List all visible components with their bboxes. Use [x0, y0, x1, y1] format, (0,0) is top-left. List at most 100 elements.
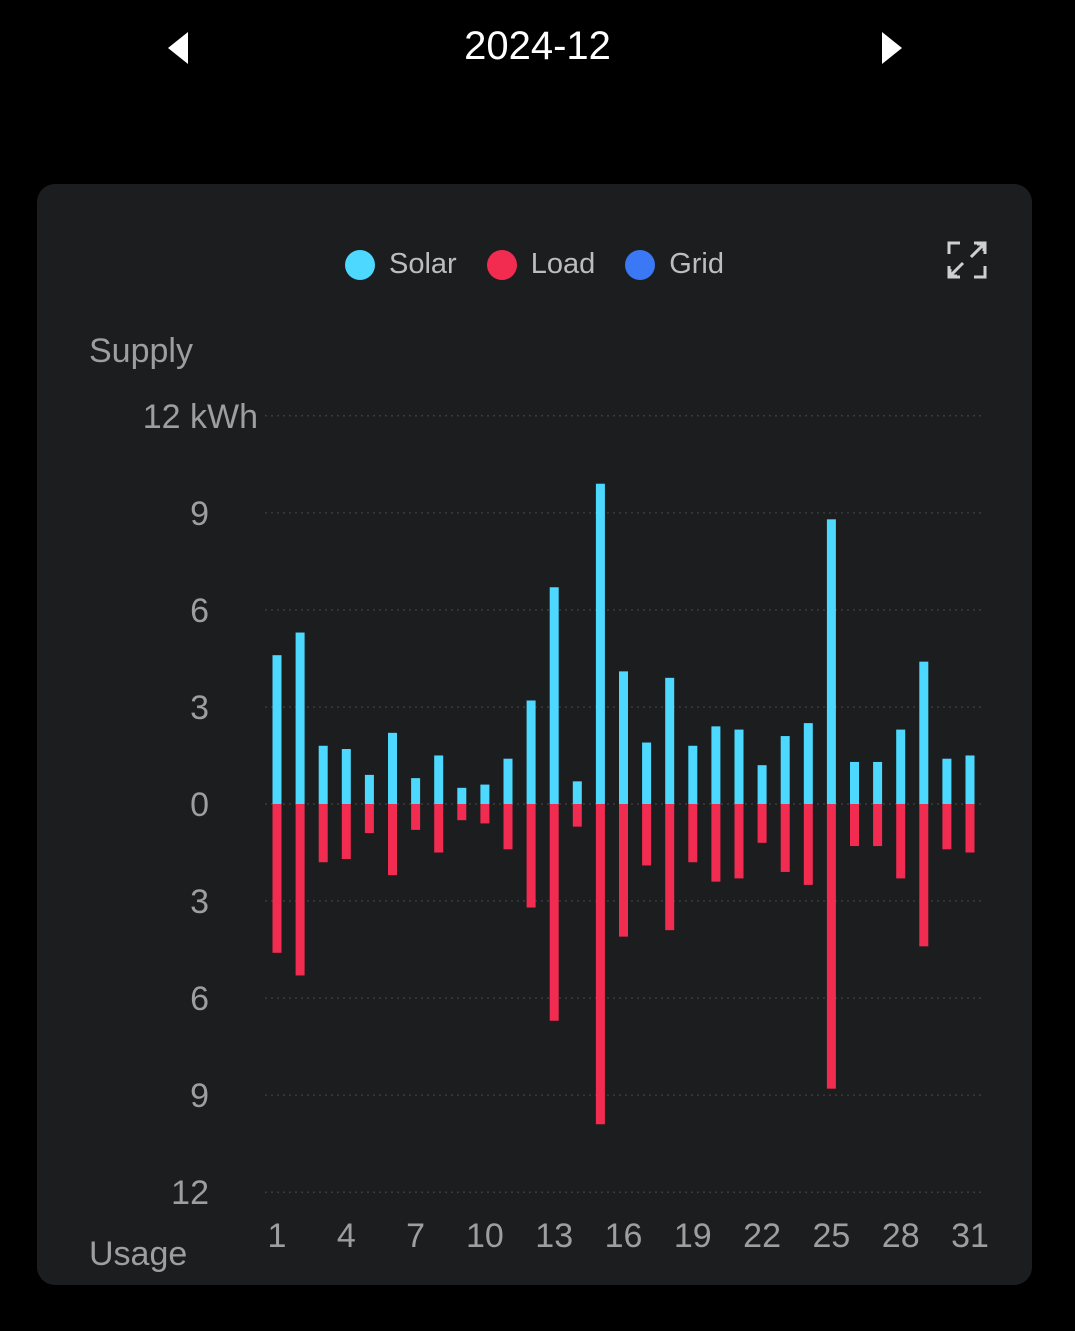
bar-solar — [896, 729, 906, 804]
y-tick-label: 0 — [190, 786, 209, 824]
y-tick-label: 12 kWh — [143, 398, 258, 436]
bar-load — [896, 804, 906, 879]
bar-load — [434, 804, 444, 853]
bar-load — [803, 804, 813, 885]
bar-load — [826, 804, 836, 1089]
triangle-right-icon — [882, 32, 902, 64]
bar-load — [388, 804, 397, 876]
bar-solar — [480, 784, 490, 804]
load-dot — [486, 249, 517, 280]
bar-load — [572, 804, 582, 827]
x-tick-label: 22 — [743, 1217, 781, 1255]
bar-load — [873, 804, 883, 847]
bar-load — [734, 804, 744, 879]
bar-load — [272, 804, 282, 953]
x-tick-label: 31 — [951, 1217, 989, 1255]
x-tick-label: 19 — [674, 1217, 712, 1255]
bar-solar — [295, 632, 305, 804]
bar-solar — [526, 700, 536, 804]
bar-solar — [364, 774, 374, 804]
bar-load — [549, 804, 559, 1021]
legend-grid-label: Grid — [669, 248, 724, 280]
bar-load — [642, 804, 652, 866]
bar-solar — [272, 655, 282, 804]
bar-solar — [850, 761, 859, 804]
y-tick-label: 3 — [190, 689, 209, 727]
x-tick-label: 4 — [337, 1217, 356, 1255]
x-tick-label: 1 — [268, 1217, 287, 1255]
bar-solar — [734, 729, 744, 804]
bar-load — [318, 804, 328, 863]
bar-load — [526, 804, 536, 908]
legend-load-label: Load — [530, 248, 596, 280]
bar-solar — [457, 787, 467, 804]
bar-load — [965, 804, 975, 853]
bar-load — [411, 804, 421, 830]
bar-load — [595, 804, 605, 1125]
previous-month-button[interactable] — [164, 30, 194, 66]
grid-dot — [625, 249, 656, 280]
bar-load — [619, 804, 628, 937]
bar-solar — [826, 519, 836, 804]
y-tick-label: 3 — [190, 883, 209, 921]
bar-load — [457, 804, 467, 821]
bar-solar — [549, 587, 559, 804]
bar-load — [850, 804, 859, 847]
bar-solar — [757, 765, 767, 804]
bar-solar — [341, 749, 351, 804]
bar-solar — [503, 758, 513, 804]
bar-solar — [642, 742, 652, 804]
bar-solar — [688, 745, 698, 804]
y-tick-label: 9 — [190, 1077, 209, 1115]
usage-axis-label: Usage — [89, 1235, 188, 1273]
bar-load — [503, 804, 513, 850]
bar-solar — [318, 745, 328, 804]
bar-load — [295, 804, 305, 976]
bar-solar — [595, 483, 605, 804]
bar-solar — [919, 661, 929, 804]
bar-load — [665, 804, 675, 931]
bar-solar — [388, 732, 397, 804]
bar-load — [341, 804, 351, 859]
bar-load — [480, 804, 490, 824]
x-tick-label: 16 — [605, 1217, 643, 1255]
bar-solar — [780, 736, 790, 804]
bar-load — [711, 804, 721, 882]
legend-solar-label: Solar — [388, 248, 457, 280]
bar-load — [942, 804, 952, 850]
triangle-left-icon — [168, 32, 188, 64]
x-tick-label: 7 — [406, 1217, 425, 1255]
x-tick-label: 10 — [466, 1217, 504, 1255]
bar-solar — [942, 758, 952, 804]
bar-load — [780, 804, 790, 872]
legend-load[interactable]: Load — [486, 248, 596, 281]
bar-solar — [803, 723, 813, 804]
bar-solar — [965, 755, 975, 804]
expand-icon[interactable] — [946, 240, 988, 280]
bar-solar — [434, 755, 444, 804]
chart-legend: Solar Load Grid — [0, 248, 1072, 281]
bar-load — [688, 804, 698, 863]
bar-solar — [411, 778, 421, 804]
next-month-button[interactable] — [878, 30, 908, 66]
legend-grid[interactable]: Grid — [625, 248, 724, 281]
y-tick-label: 6 — [190, 592, 209, 630]
x-tick-label: 25 — [812, 1217, 850, 1255]
bar-solar — [665, 677, 675, 804]
legend-solar[interactable]: Solar — [344, 248, 457, 281]
y-tick-label: 9 — [190, 495, 209, 533]
bar-solar — [572, 781, 582, 804]
supply-axis-label: Supply — [89, 332, 193, 370]
bar-load — [757, 804, 767, 843]
bar-solar — [873, 761, 883, 804]
solar-dot — [344, 249, 375, 280]
x-tick-label: 28 — [882, 1217, 920, 1255]
x-tick-label: 13 — [535, 1217, 573, 1255]
y-tick-label: 12 — [171, 1174, 209, 1212]
bar-solar — [711, 726, 721, 804]
bar-solar — [619, 671, 628, 804]
month-title: 2024-12 — [464, 24, 611, 68]
bar-load — [919, 804, 929, 947]
bar-load — [364, 804, 374, 834]
